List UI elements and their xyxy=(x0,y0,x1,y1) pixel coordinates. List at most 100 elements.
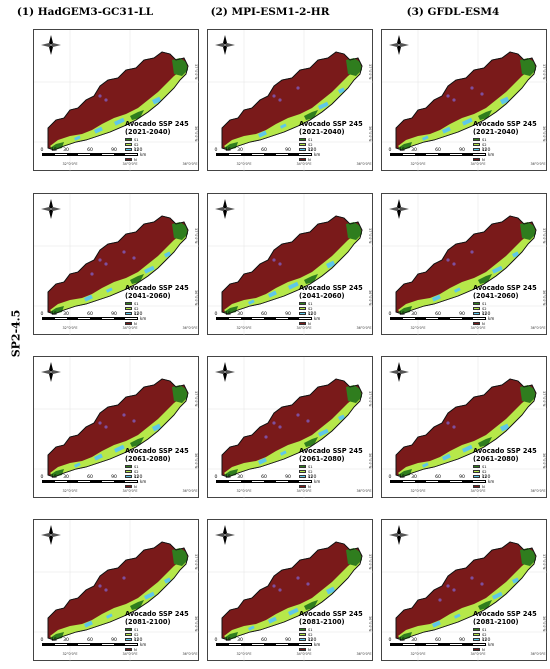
suitability-s4-patch xyxy=(122,250,126,254)
legend-swatch xyxy=(125,484,132,489)
legend-swatch xyxy=(125,301,132,306)
suitability-s3-patch xyxy=(84,620,93,628)
legend-item: N xyxy=(299,484,373,489)
legend-item: S3 xyxy=(299,147,373,152)
legend-swatch xyxy=(299,474,306,479)
legend-item: N xyxy=(125,157,199,162)
scale-tick-label: 30 xyxy=(237,312,243,317)
scale-unit: km xyxy=(314,152,321,157)
legend-label: S1 xyxy=(482,627,487,632)
scale-unit: km xyxy=(314,479,321,484)
scale-tick-label: 0 xyxy=(388,638,392,643)
suitability-s1-east xyxy=(172,222,188,240)
scale-bar: 0 15 30 60 90 120 km xyxy=(389,148,500,162)
suitability-s3-patch xyxy=(113,444,125,453)
scale-tick-label: 0 xyxy=(214,475,218,480)
suitability-s1-west xyxy=(398,142,412,150)
legend-item: S1 xyxy=(473,627,547,632)
suitability-s1-mid xyxy=(478,437,492,447)
latitude-tick-label: 36°0'0"N xyxy=(368,290,372,306)
suitability-s1-mid xyxy=(304,600,318,610)
legend-title: Avocado SSP 245 xyxy=(299,610,363,618)
legend-label: S2 xyxy=(308,306,313,311)
scale-tick-label: 60 xyxy=(261,312,267,317)
scale-tick-label: 15 xyxy=(51,475,57,480)
longitude-tick-label: 34°0'0"E xyxy=(122,162,138,166)
legend-label: S1 xyxy=(482,301,487,306)
suitability-s3-patch xyxy=(491,265,503,274)
legend-item: S3 xyxy=(125,147,199,152)
latitude-tick-label: 37°0'0"N xyxy=(542,391,546,407)
legend-item: N xyxy=(125,321,199,326)
legend-label: N xyxy=(308,647,311,652)
legend-label: S3 xyxy=(134,311,139,316)
legend-title: Avocado SSP 245 xyxy=(473,447,537,455)
scale-bar: 0 15 30 60 90 120 km xyxy=(389,475,500,489)
suitability-s2-band xyxy=(50,556,188,640)
region-outline xyxy=(395,541,537,641)
legend-label: S1 xyxy=(308,301,313,306)
suitability-s4-patch xyxy=(452,98,456,102)
suitability-s2-band xyxy=(398,230,536,314)
legend-swatch xyxy=(473,632,480,637)
suitability-s4-patch xyxy=(480,582,484,586)
scale-unit: km xyxy=(488,316,495,321)
scale-tick-label: 30 xyxy=(63,638,69,643)
legend-label: N xyxy=(482,484,485,489)
legend-swatch xyxy=(125,627,132,632)
suitability-s4-patch xyxy=(296,86,300,90)
legend-swatch xyxy=(299,157,306,162)
region-outline xyxy=(221,215,363,315)
longitude-tick-label: 32°0'0"E xyxy=(410,326,426,330)
legend-period: (2081-2100) xyxy=(299,618,345,626)
legend-label: S2 xyxy=(308,142,313,147)
legend-title: Avocado SSP 245 xyxy=(299,284,363,292)
suitability-s4-patch xyxy=(296,413,300,417)
suitability-s4-patch xyxy=(470,250,474,254)
legend-label: N xyxy=(308,157,311,162)
suitability-s2-band xyxy=(224,66,362,150)
latitude-tick-label: 37°0'0"N xyxy=(368,554,372,570)
legend-label: S2 xyxy=(482,632,487,637)
north-arrow-icon xyxy=(40,198,62,224)
suitability-s3-patch xyxy=(106,613,113,619)
suitability-s3-patch xyxy=(287,607,299,616)
latitude-tick-label: 36°0'0"N xyxy=(368,453,372,469)
suitability-s3-patch xyxy=(248,625,255,631)
legend-period: (2061-2080) xyxy=(473,455,519,463)
latitude-tick-label: 37°0'0"N xyxy=(194,64,198,80)
legend-item: N xyxy=(473,647,547,652)
legend-item: S3 xyxy=(125,474,199,479)
longitude-tick-label: 34°0'0"E xyxy=(122,326,138,330)
region-outline xyxy=(395,215,537,315)
longitude-tick-label: 32°0'0"E xyxy=(62,162,78,166)
suitability-s2-band xyxy=(50,393,188,477)
suitability-s1-east xyxy=(520,385,536,403)
legend-label: N xyxy=(134,484,137,489)
legend-item: S1 xyxy=(299,464,373,469)
suitability-s4-patch xyxy=(98,421,102,425)
suitability-s3-patch xyxy=(248,299,255,305)
longitude-tick-label: 36°0'0"E xyxy=(530,489,546,493)
legend-label: S2 xyxy=(134,469,139,474)
map-panel: Avocado SSP 245(2081-2100)S1S2S3S4N01530… xyxy=(207,519,374,662)
suitability-map xyxy=(34,30,200,172)
suitability-s3-patch xyxy=(461,117,473,126)
legend-period: (2081-2100) xyxy=(473,618,519,626)
map-panel: Avocado SSP 245(2041-2060)S1S2S3S4N01530… xyxy=(207,193,374,336)
suitability-s4-patch xyxy=(446,584,450,588)
suitability-s3-patch xyxy=(422,135,429,141)
latitude-tick-label: 36°0'0"N xyxy=(194,616,198,632)
suitability-s4-patch xyxy=(278,588,282,592)
scale-bar: 0 15 30 60 90 120 km xyxy=(215,312,326,326)
legend-item: S2 xyxy=(473,469,547,474)
scale-tick-label: 60 xyxy=(261,148,267,153)
legend-label: S2 xyxy=(134,632,139,637)
scale-unit: km xyxy=(314,642,321,647)
region-outline xyxy=(47,378,189,478)
suitability-s3-patch xyxy=(326,260,336,269)
legend-swatch xyxy=(299,306,306,311)
legend-swatch xyxy=(473,647,480,652)
scale-bar: 0 15 30 60 90 120 km xyxy=(215,638,326,652)
longitude-tick-label: 34°0'0"E xyxy=(296,489,312,493)
